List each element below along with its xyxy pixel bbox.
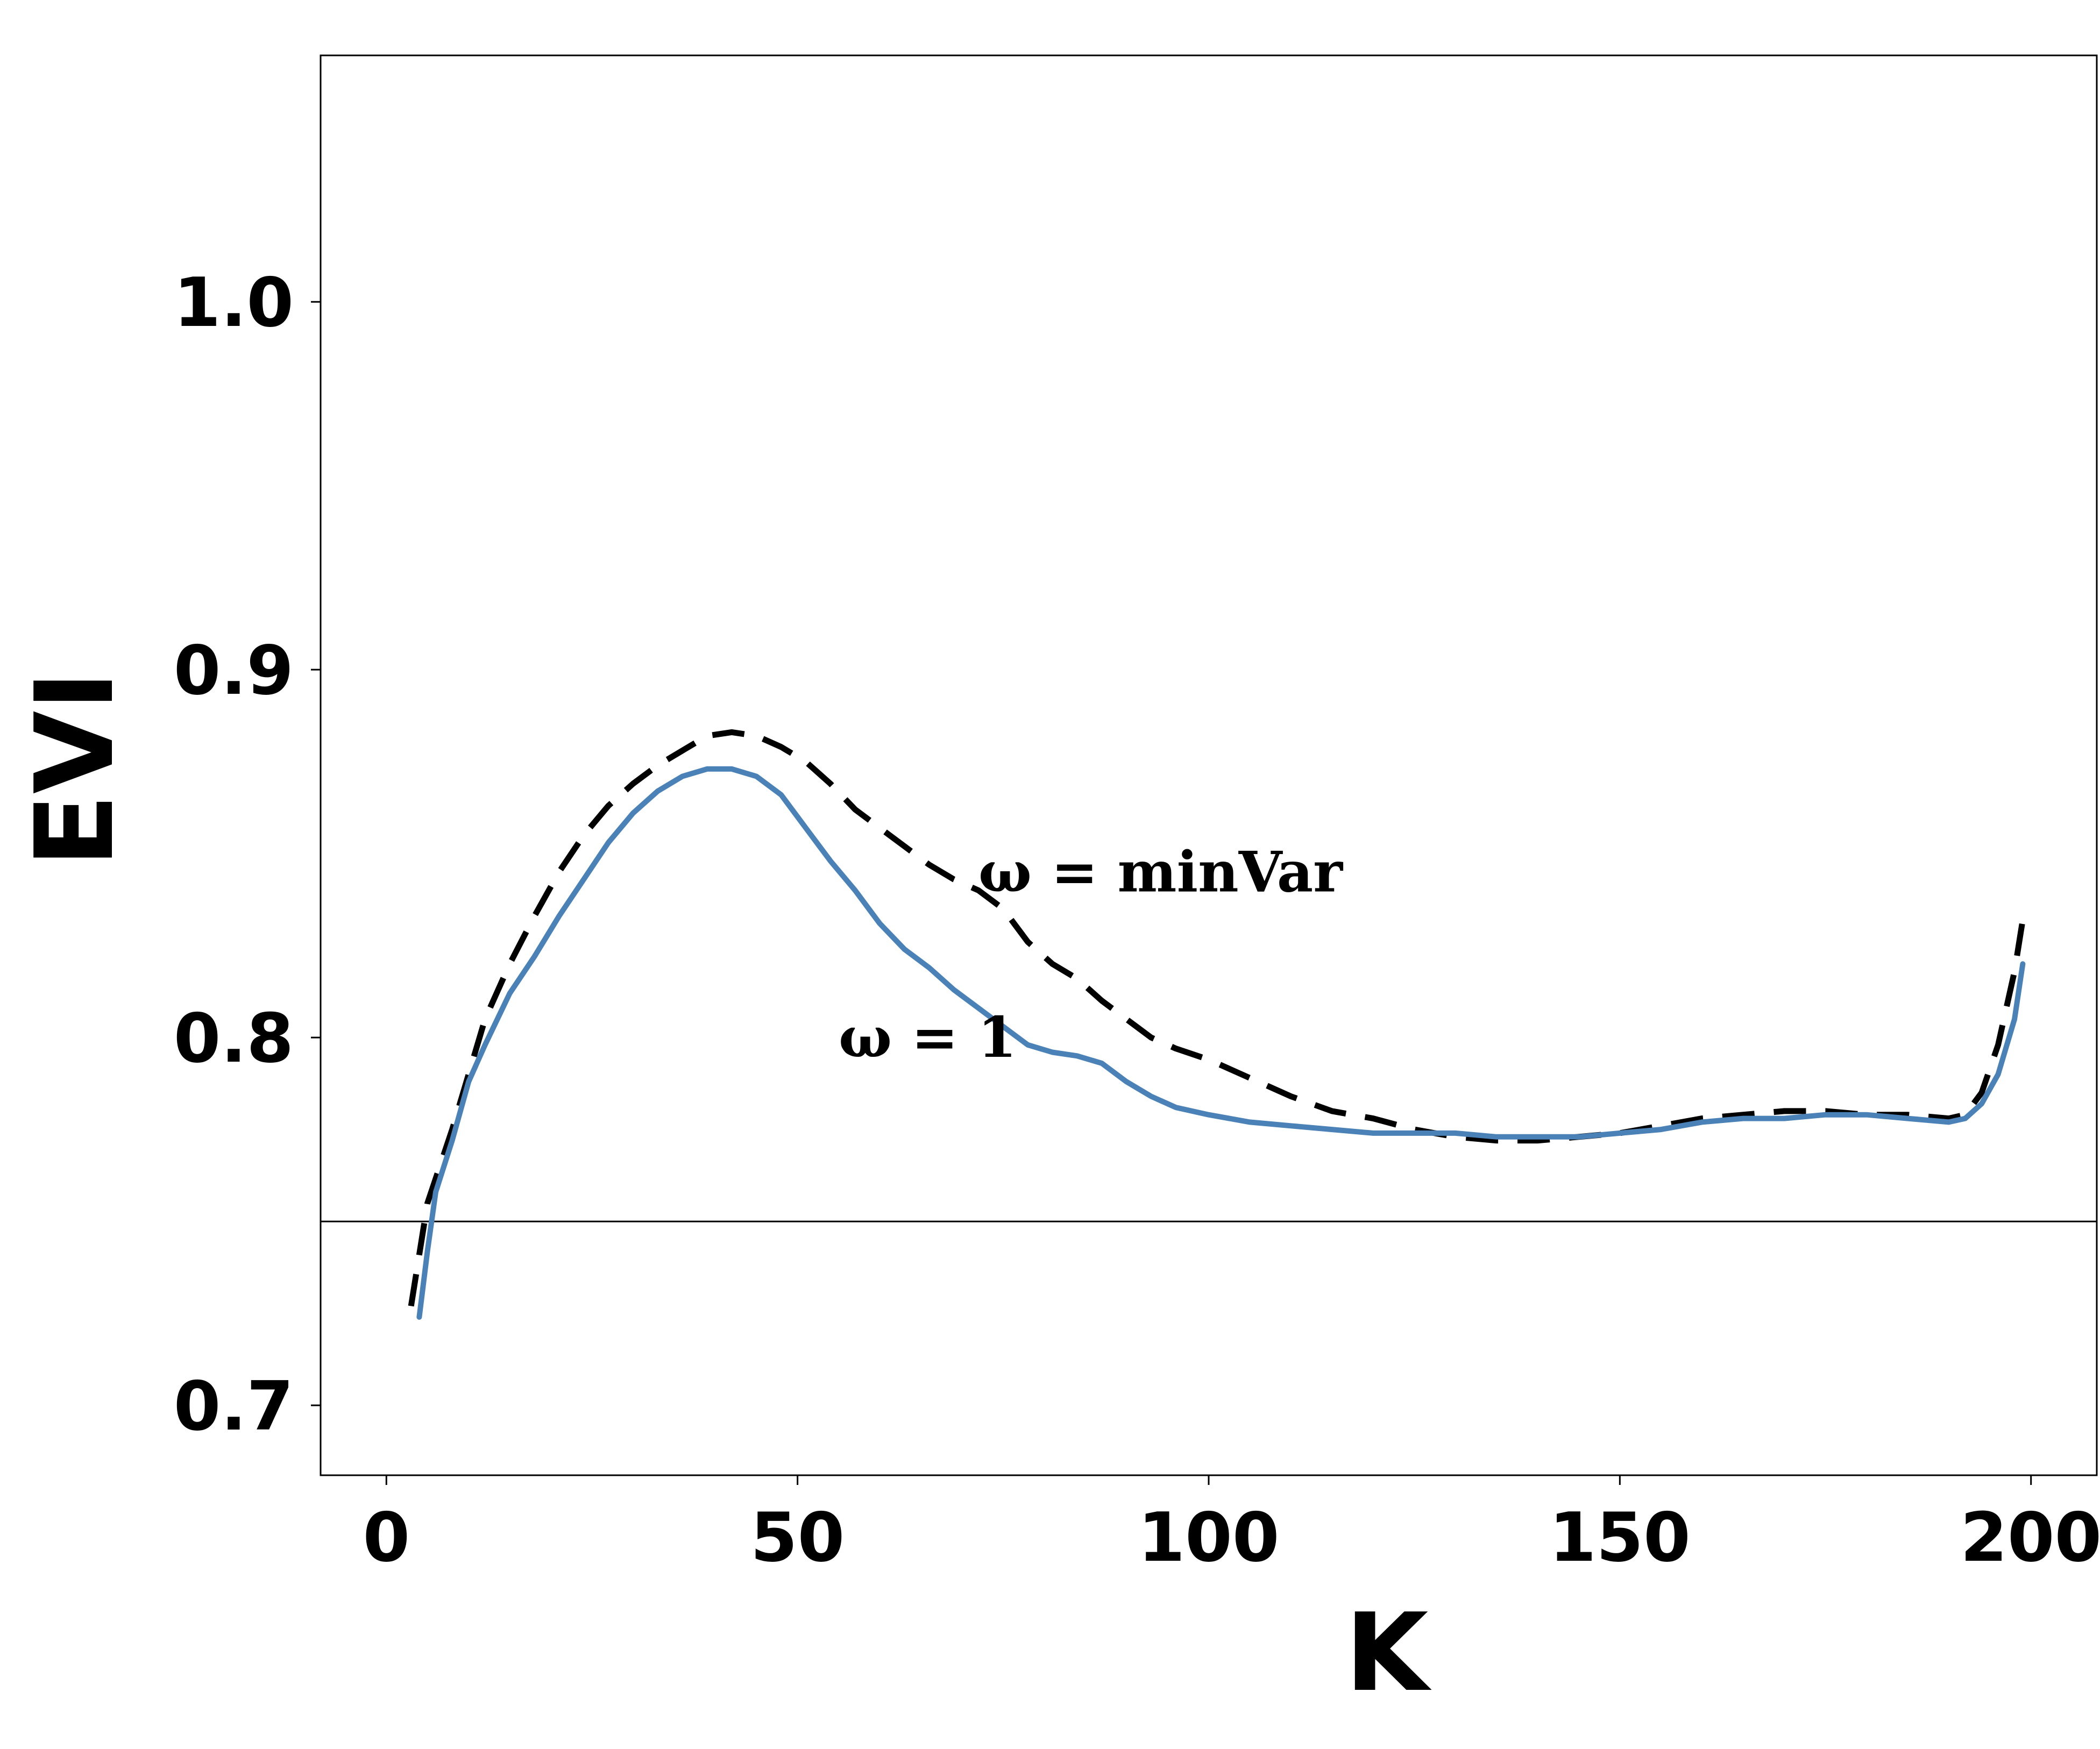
y-tick-label: 1.0 [174, 263, 294, 342]
y-tick-label: 0.8 [174, 999, 294, 1078]
x-tick-label: 150 [1549, 1498, 1691, 1577]
y-axis-label: EVI [12, 671, 138, 868]
y-axis-ticks: 0.7 0.8 0.9 1.0 [174, 263, 321, 1446]
x-tick-label: 0 [363, 1498, 410, 1577]
series-annotations: ω = minVar ω = 1 [839, 838, 1343, 1070]
x-tick-label: 50 [750, 1498, 845, 1577]
series-line-omega-1 [416, 766, 2026, 1320]
x-axis-ticks: 0 50 100 150 200 [363, 1475, 2100, 1577]
y-tick-label: 0.7 [174, 1367, 294, 1446]
series-annotation-omega-1: ω = 1 [839, 1004, 1017, 1070]
series-annotation-minvar: ω = minVar [978, 838, 1343, 905]
series-lines [408, 729, 2026, 1320]
plot-area [320, 54, 2098, 1476]
x-tick-label: 100 [1138, 1498, 1279, 1577]
x-axis-label: K [1345, 1590, 1432, 1716]
x-tick-label: 200 [1960, 1498, 2100, 1577]
y-tick-label: 0.9 [174, 631, 294, 710]
